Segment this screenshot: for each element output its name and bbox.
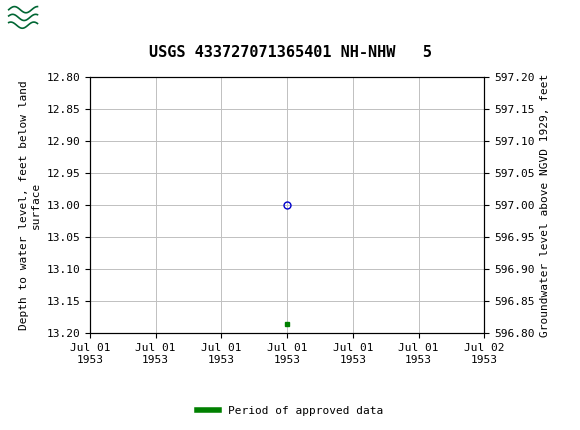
Bar: [6, 3, 81, 35]
Y-axis label: Depth to water level, feet below land
surface: Depth to water level, feet below land su…: [19, 80, 41, 330]
Y-axis label: Groundwater level above NGVD 1929, feet: Groundwater level above NGVD 1929, feet: [540, 74, 550, 337]
Text: USGS 433727071365401 NH-NHW   5: USGS 433727071365401 NH-NHW 5: [148, 45, 432, 60]
Legend: Period of approved data: Period of approved data: [193, 401, 387, 420]
Text: USGS: USGS: [84, 10, 139, 28]
